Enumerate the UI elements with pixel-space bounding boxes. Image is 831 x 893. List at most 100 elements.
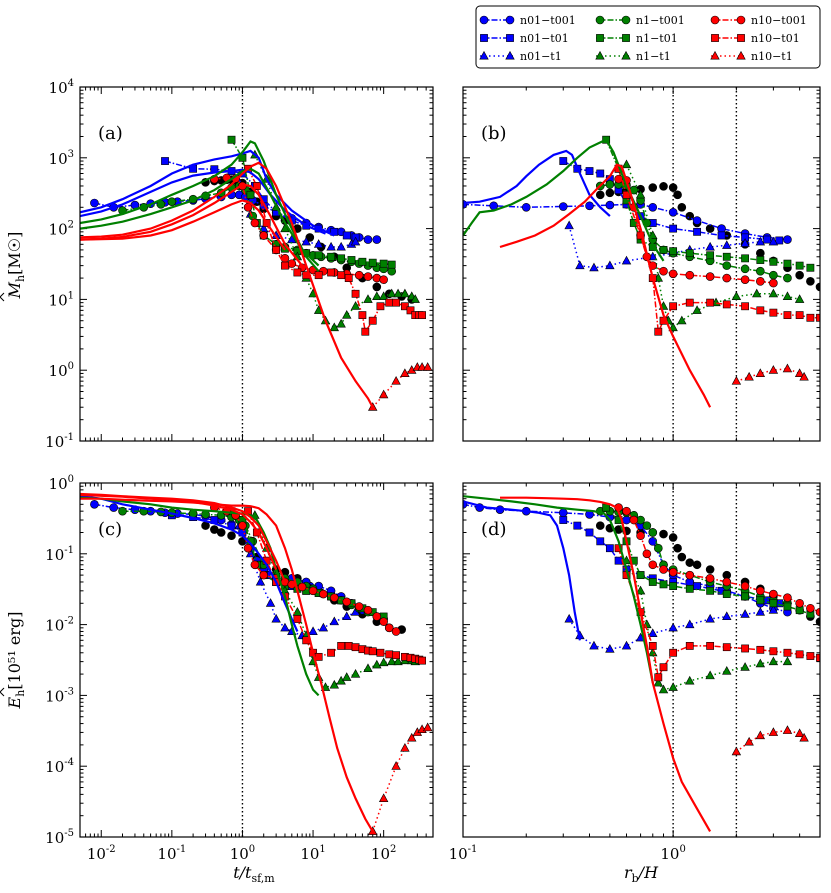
data-point	[401, 302, 409, 311]
x-tick-label: 10-2	[87, 844, 116, 863]
y-tick-label: 10-1	[45, 432, 74, 451]
data-point	[313, 239, 324, 248]
data-point	[368, 258, 377, 267]
data-point	[740, 238, 750, 247]
data-point	[768, 365, 779, 374]
data-point	[806, 277, 815, 286]
data-point	[596, 537, 605, 546]
legend-marker	[480, 34, 488, 42]
data-point	[363, 272, 373, 281]
data-point	[706, 642, 715, 650]
legend-label: n1−t01	[636, 32, 678, 45]
data-point	[90, 198, 99, 208]
legend-marker	[621, 50, 631, 60]
data-point	[722, 577, 732, 587]
data-point	[337, 254, 346, 263]
y-tick-label: 10-4	[45, 757, 74, 776]
data-point	[722, 300, 731, 309]
data-point	[386, 288, 397, 298]
legend-label: n1−t001	[636, 14, 685, 27]
data-point	[769, 278, 778, 288]
data-point	[769, 589, 778, 599]
data-point	[705, 574, 715, 583]
data-point	[400, 743, 410, 752]
y-tick-label: 101	[49, 290, 74, 309]
legend-marker	[505, 50, 515, 60]
legend-marker	[737, 34, 745, 42]
data-point	[368, 647, 377, 656]
legend-entry: n01−t001	[479, 14, 576, 27]
data-point	[564, 220, 574, 230]
legend-label: n10−t1	[751, 50, 793, 63]
data-point	[400, 368, 410, 377]
data-point	[783, 311, 792, 320]
x-tick-label: 101	[300, 844, 325, 863]
data-point	[635, 585, 646, 595]
data-point	[376, 648, 385, 657]
data-point	[642, 521, 652, 530]
panel-c: 10-2 10-1 100 101 102 10-5 10-4 10-3 10-2 10-1 100…	[45, 474, 434, 863]
hat-accent	[0, 687, 5, 697]
data-point	[659, 182, 668, 191]
data-point	[755, 607, 766, 616]
data-point	[330, 593, 339, 602]
data-point	[372, 659, 382, 669]
data-point	[378, 291, 389, 300]
data-point	[378, 793, 389, 802]
data-point	[605, 200, 615, 210]
panel-b-ticks	[462, 86, 821, 442]
model-curve	[463, 495, 654, 684]
data-point	[769, 308, 778, 317]
data-point	[564, 613, 574, 623]
data-point	[344, 642, 353, 650]
model-curve	[80, 167, 320, 267]
data-point	[659, 565, 668, 574]
data-point	[756, 266, 765, 276]
data-point	[685, 584, 694, 593]
data-point	[308, 626, 318, 635]
data-point	[783, 602, 792, 611]
data-point	[756, 248, 765, 258]
data-point	[379, 617, 388, 626]
data-point	[722, 590, 731, 598]
data-point	[379, 275, 388, 284]
data-point	[648, 528, 658, 537]
data-point	[621, 159, 632, 169]
data-point	[669, 224, 678, 233]
data-point	[685, 675, 695, 685]
data-point	[741, 644, 749, 653]
data-point	[722, 252, 731, 261]
data-point	[308, 586, 318, 596]
data-point	[327, 648, 335, 657]
data-point	[559, 157, 568, 165]
data-point	[418, 656, 426, 665]
model-curve	[80, 161, 374, 408]
data-point	[245, 548, 256, 558]
data-point	[118, 506, 127, 516]
data-point	[350, 236, 361, 246]
panel-d-frame	[462, 482, 821, 838]
data-point	[768, 605, 779, 614]
legend-entry: n1−t01	[596, 32, 678, 45]
data-point	[336, 318, 346, 328]
data-point	[314, 251, 323, 260]
data-point	[372, 291, 382, 300]
data-point	[692, 560, 702, 570]
model-curve	[499, 163, 712, 408]
data-point	[722, 240, 732, 249]
data-point	[705, 272, 715, 281]
data-point	[648, 560, 658, 570]
panel-label: (a)	[98, 123, 123, 144]
data-point	[756, 596, 765, 605]
data-point	[250, 218, 260, 228]
data-point	[559, 516, 568, 524]
data-point	[740, 662, 750, 671]
data-point	[358, 311, 367, 320]
data-point	[605, 544, 614, 553]
data-point	[329, 679, 340, 689]
data-point	[768, 288, 779, 298]
x-tick-label: 102	[371, 844, 396, 863]
data-point	[648, 578, 657, 586]
data-point	[378, 657, 389, 667]
data-point	[756, 586, 765, 596]
